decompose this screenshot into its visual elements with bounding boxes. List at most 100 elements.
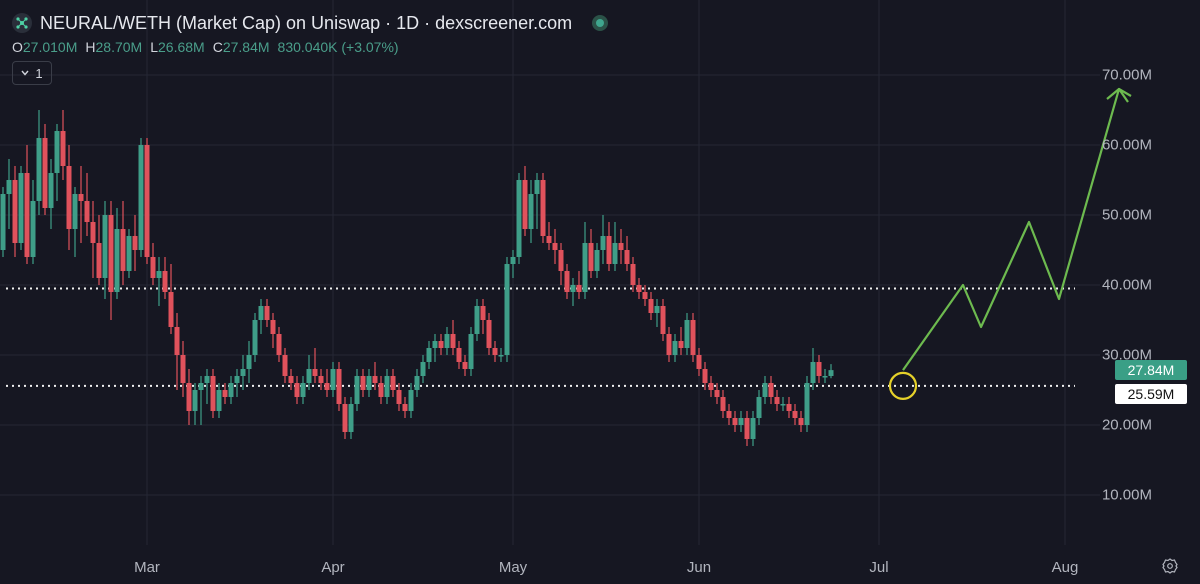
candle-body <box>18 173 24 243</box>
candle-body <box>558 250 564 271</box>
candle-body <box>534 180 540 194</box>
candle-body <box>708 383 714 390</box>
candle-body <box>516 180 522 257</box>
candle-body <box>606 236 612 264</box>
indicator-toggle-button[interactable]: 1 <box>12 61 52 85</box>
ohlc-low-label: L <box>150 39 158 55</box>
candle-body <box>714 390 720 397</box>
x-tick-label: Mar <box>134 559 160 576</box>
candle-body <box>492 348 498 355</box>
candle-body <box>408 390 414 411</box>
marker-price-tag: 25.59M <box>1115 383 1187 404</box>
candle-body <box>324 383 330 390</box>
candle-body <box>114 229 120 292</box>
candle-body <box>246 355 252 369</box>
candle-body <box>756 397 762 418</box>
candle-body <box>480 306 486 320</box>
candle-body <box>258 306 264 320</box>
candle-body <box>822 376 828 378</box>
candle-body <box>744 418 750 439</box>
ohlc-close-value: 27.84M <box>222 39 270 55</box>
candle-body <box>804 383 810 425</box>
candle-body <box>552 243 558 250</box>
candle-body <box>48 173 54 208</box>
candle-body <box>546 236 552 243</box>
candle-body <box>276 334 282 355</box>
candle-body <box>144 145 150 257</box>
highlight-ring <box>888 371 918 400</box>
x-tick-label: Jun <box>686 559 712 576</box>
candle-body <box>186 383 192 411</box>
candle-body <box>540 180 546 236</box>
candle-body <box>36 138 42 201</box>
candle-body <box>360 376 366 390</box>
candle-body <box>234 376 240 383</box>
candle-body <box>462 362 468 369</box>
candle-body <box>450 334 456 348</box>
candle-body <box>102 215 108 278</box>
candle-body <box>576 285 582 292</box>
candle-body <box>702 369 708 383</box>
candle-body <box>648 299 654 313</box>
x-tick-label: May <box>498 559 528 576</box>
candle-body <box>396 390 402 404</box>
candle-body <box>366 376 372 390</box>
candle-body <box>318 376 324 383</box>
candle-body <box>216 390 222 411</box>
candle-body <box>402 404 408 411</box>
candle-body <box>654 306 660 313</box>
ohlc-high-label: H <box>85 39 96 55</box>
projection-arrowhead <box>1106 87 1129 103</box>
candle-body <box>636 285 642 292</box>
candle-body <box>780 404 786 406</box>
candle-body <box>306 369 312 383</box>
projection-path <box>902 87 1132 371</box>
candle-body <box>732 418 738 425</box>
candle-body <box>642 292 648 299</box>
candle-body <box>798 418 804 425</box>
candle-body <box>222 390 228 397</box>
candle-body <box>438 341 444 348</box>
candle-body <box>6 180 12 194</box>
candle-body <box>660 306 666 334</box>
candle-body <box>624 250 630 264</box>
candle-body <box>564 271 570 292</box>
candle-body <box>630 264 636 285</box>
candle-body <box>522 180 528 229</box>
y-tick-label: 60.00M <box>1101 136 1152 154</box>
candle-body <box>354 376 360 404</box>
candle-body <box>162 271 168 292</box>
candles <box>0 110 834 446</box>
candle-body <box>294 383 300 397</box>
candle-body <box>690 320 696 355</box>
candle-body <box>336 369 342 404</box>
candle-body <box>54 131 60 173</box>
settings-gear-icon[interactable] <box>1162 558 1178 574</box>
candle-body <box>30 201 36 257</box>
candle-body <box>90 222 96 243</box>
highlight-circle <box>888 371 918 400</box>
candle-body <box>792 411 798 418</box>
candle-body <box>300 383 306 397</box>
candle-body <box>456 348 462 362</box>
candle-body <box>330 369 336 390</box>
candle-body <box>240 369 246 376</box>
candle-body <box>594 250 600 271</box>
candle-body <box>378 383 384 397</box>
candle-body <box>582 243 588 292</box>
candle-body <box>810 362 816 383</box>
candle-body <box>60 131 66 166</box>
y-tick-label: 20.00M <box>1101 416 1152 434</box>
candle-body <box>666 334 672 355</box>
candle-body <box>432 341 438 348</box>
y-tick-label: 40.00M <box>1101 276 1152 294</box>
token-logo-icon <box>12 13 32 33</box>
ohlc-high-value: 28.70M <box>95 39 143 55</box>
candle-body <box>12 180 18 243</box>
ohlc-change-value: 830.040K (+3.07%) <box>277 39 399 55</box>
live-status-icon <box>592 15 609 31</box>
candle-body <box>126 236 132 271</box>
x-tick-label: Jul <box>869 559 889 576</box>
candle-body <box>774 397 780 404</box>
